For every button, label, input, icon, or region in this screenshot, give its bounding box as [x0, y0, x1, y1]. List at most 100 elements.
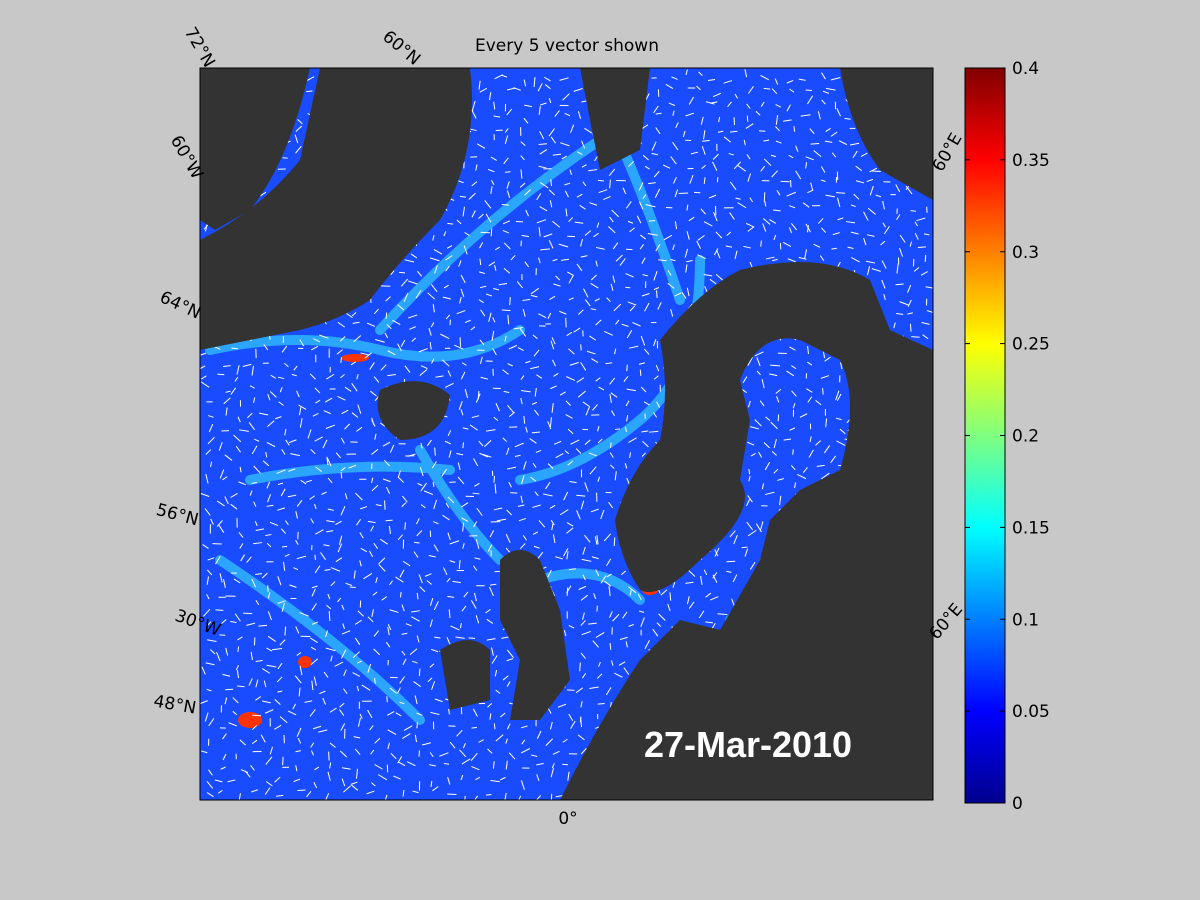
vector: [592, 640, 599, 648]
vector: [298, 687, 301, 697]
vector: [627, 220, 634, 224]
vector: [807, 396, 813, 403]
vector: [613, 537, 616, 546]
vector: [813, 150, 822, 158]
vector: [255, 679, 259, 688]
vector: [506, 649, 514, 658]
vector: [345, 312, 353, 319]
vector: [292, 703, 297, 710]
vector: [819, 255, 825, 262]
vector: [762, 218, 771, 225]
vector: [457, 462, 461, 471]
vector: [570, 124, 575, 133]
vector: [652, 628, 659, 637]
vector: [426, 580, 432, 585]
vector: [577, 111, 582, 119]
vector: [508, 752, 516, 760]
vector: [445, 255, 453, 261]
vector: [562, 738, 568, 743]
vector: [575, 448, 582, 454]
vector: [461, 362, 467, 366]
vector: [352, 321, 360, 324]
vector: [449, 540, 460, 545]
vector: [279, 386, 283, 393]
vector: [853, 193, 860, 200]
vector: [769, 219, 777, 224]
vector: [471, 210, 476, 218]
vector: [703, 177, 706, 184]
vector: [636, 215, 642, 224]
vector: [237, 646, 240, 653]
vector: [582, 574, 586, 581]
vector: [614, 672, 623, 678]
vector: [401, 632, 408, 635]
vector: [589, 686, 599, 689]
vector: [534, 409, 540, 416]
vector: [456, 729, 463, 737]
vector: [525, 360, 531, 364]
vector: [488, 261, 496, 267]
vector: [265, 756, 273, 765]
vector: [698, 71, 703, 77]
vector: [458, 180, 464, 184]
vector: [430, 284, 438, 293]
vector: [764, 491, 775, 496]
vector: [552, 258, 558, 262]
vector: [403, 725, 413, 731]
vector: [222, 753, 227, 761]
vector: [606, 573, 612, 578]
vector: [628, 586, 637, 594]
vector: [355, 768, 358, 779]
vector: [475, 539, 480, 549]
vector: [550, 385, 557, 390]
vector: [476, 507, 483, 516]
vector: [359, 532, 364, 539]
vector: [773, 468, 779, 474]
vector: [371, 448, 379, 455]
vector: [216, 652, 221, 662]
vector: [621, 323, 629, 327]
vector: [835, 417, 842, 421]
vector: [379, 538, 388, 545]
vector: [337, 395, 346, 401]
vector: [538, 520, 546, 528]
vector: [863, 211, 869, 221]
vector: [216, 500, 225, 507]
vector: [411, 337, 417, 342]
vector: [799, 413, 808, 418]
vector: [674, 221, 678, 230]
vector: [315, 466, 322, 472]
vector: [672, 142, 679, 151]
vector: [643, 401, 650, 406]
vector: [688, 601, 695, 609]
vector: [773, 234, 777, 241]
vector: [341, 409, 349, 415]
vector: [435, 375, 444, 378]
vector: [293, 365, 298, 371]
vector: [489, 530, 495, 538]
vector: [712, 92, 721, 98]
vector: [836, 440, 846, 446]
vector: [237, 636, 243, 641]
vector: [323, 671, 329, 678]
vector: [682, 130, 686, 137]
vector: [475, 776, 481, 781]
vector: [487, 168, 495, 173]
vector: [208, 423, 214, 433]
vector: [460, 409, 464, 416]
vector: [385, 641, 391, 648]
vector: [558, 243, 569, 248]
vector: [523, 79, 527, 87]
vector: [775, 104, 782, 108]
vector: [524, 261, 530, 268]
graticule-label: 56°N: [154, 500, 201, 530]
vector: [441, 468, 447, 477]
vector: [248, 422, 256, 431]
vector: [568, 217, 574, 223]
vector: [809, 436, 812, 443]
vector: [566, 376, 576, 381]
vector: [296, 652, 302, 656]
vector: [632, 321, 641, 327]
vector: [763, 139, 770, 142]
